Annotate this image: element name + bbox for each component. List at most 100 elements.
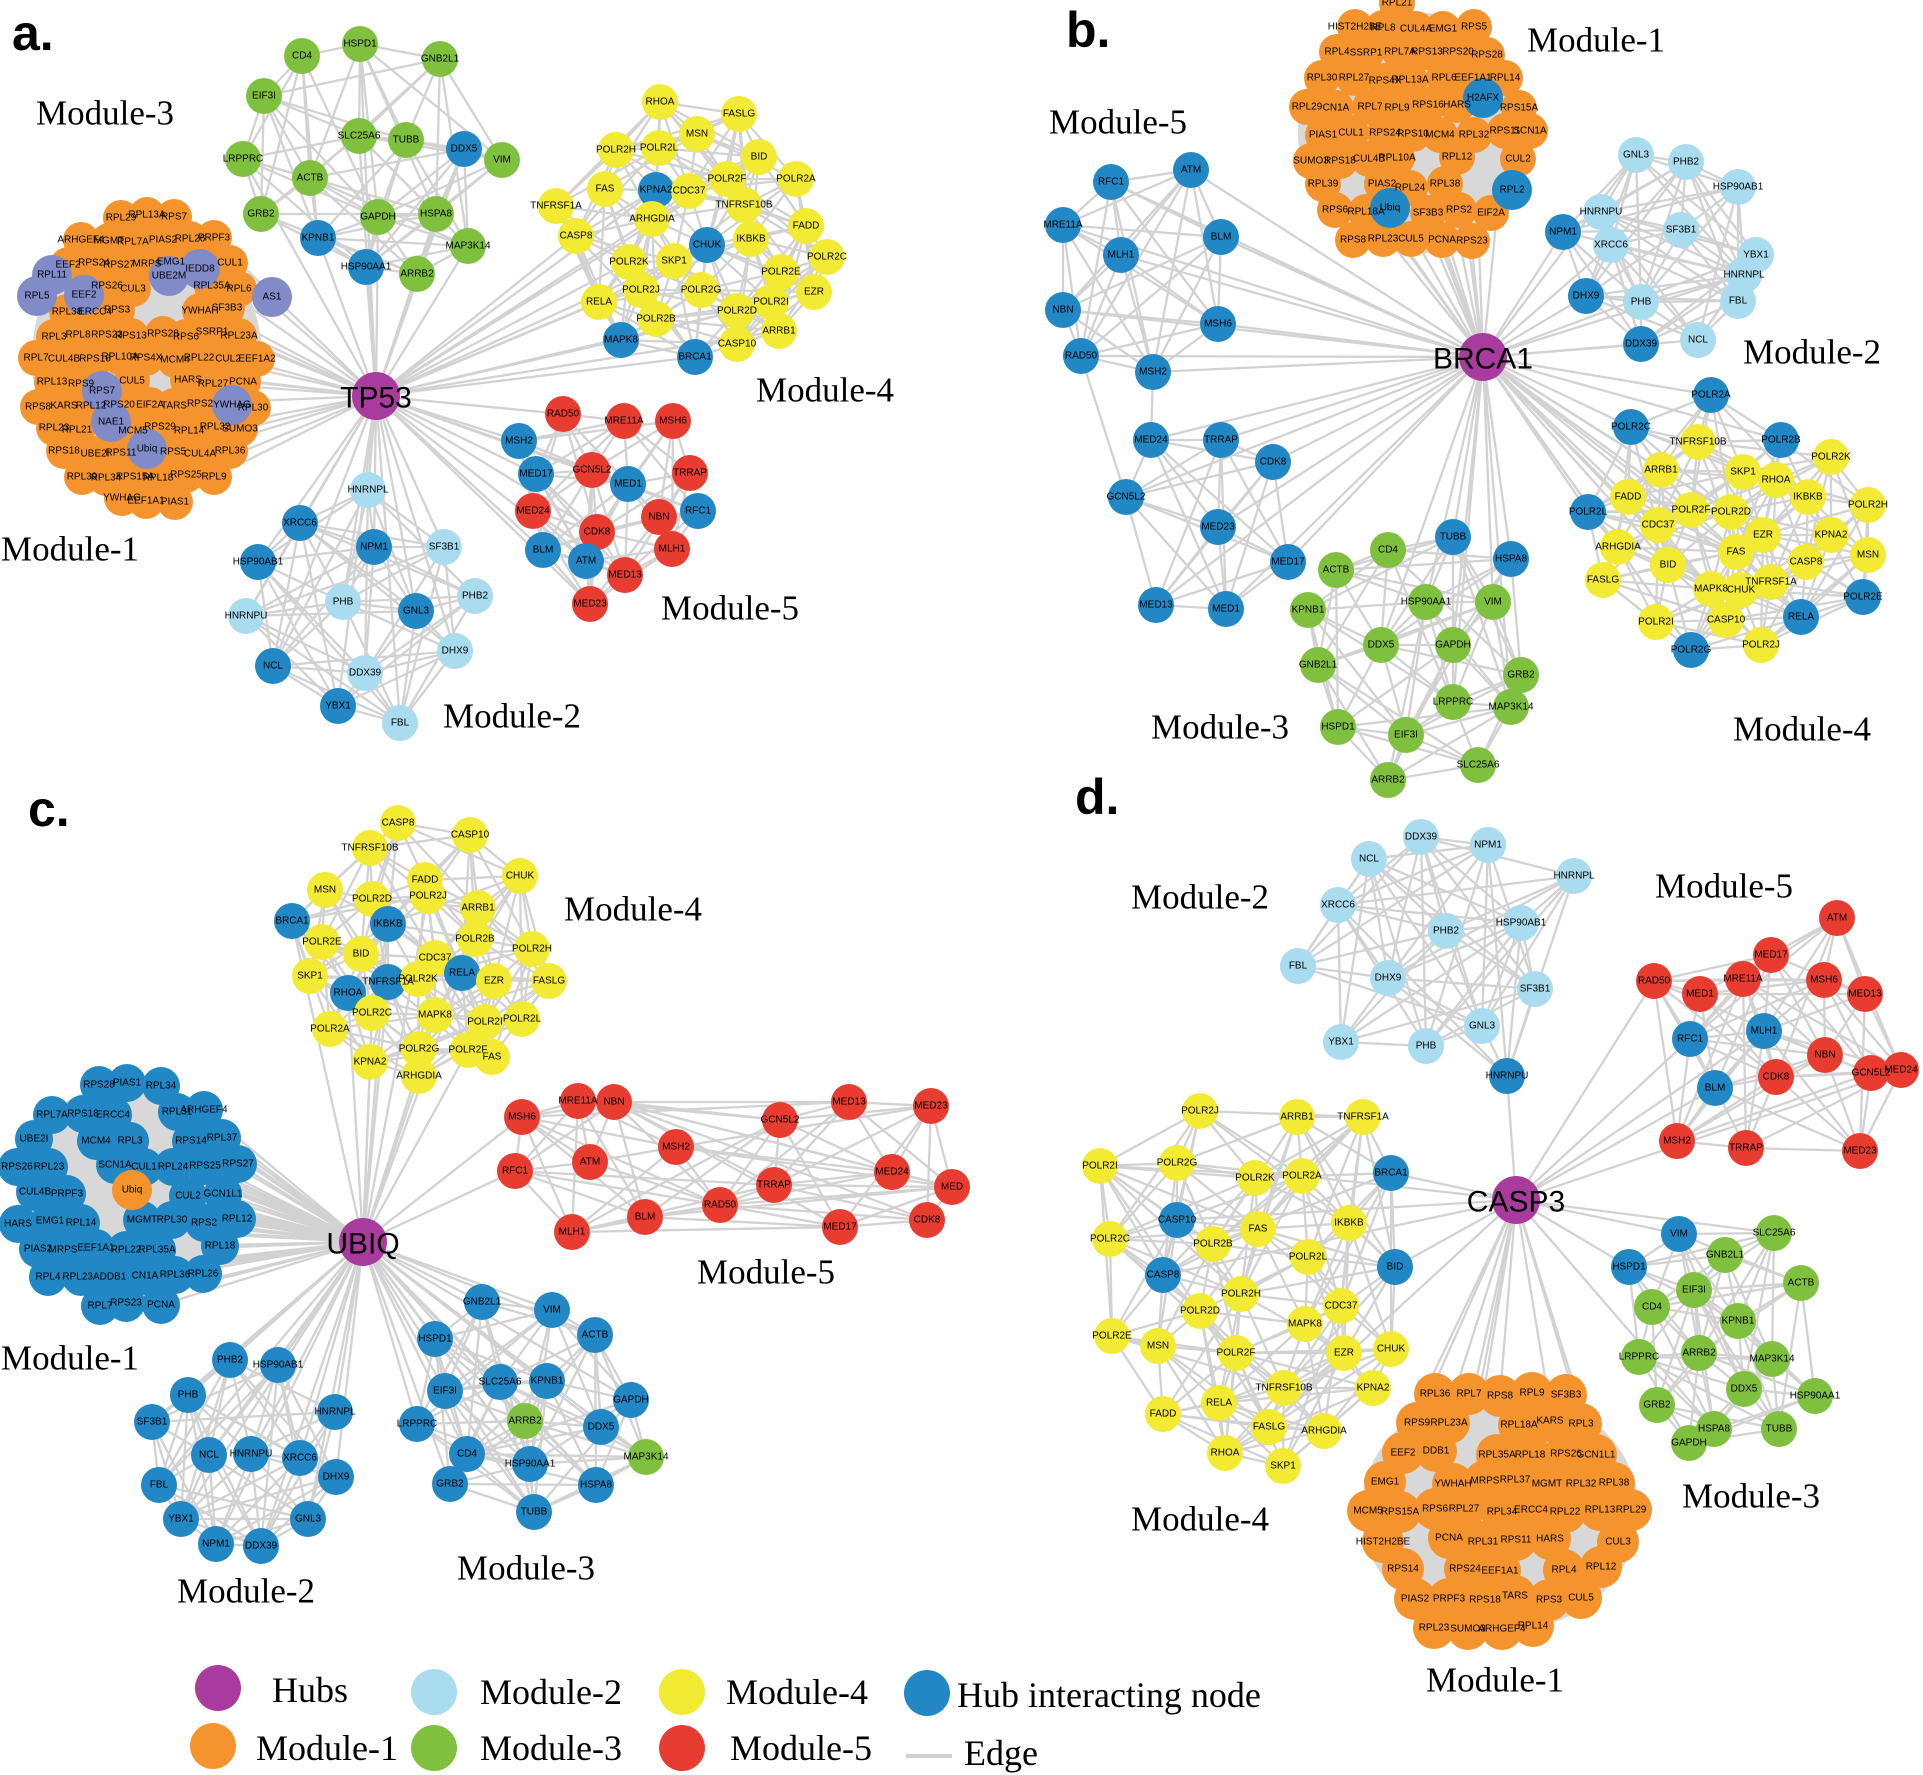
svg-text:YWHAG: YWHAG — [103, 493, 141, 504]
svg-text:Module-2: Module-2 — [1131, 878, 1269, 917]
svg-text:TNFRSF1A: TNFRSF1A — [362, 977, 414, 988]
svg-text:POLR2A: POLR2A — [776, 174, 816, 185]
svg-text:KPNA2: KPNA2 — [1357, 1383, 1390, 1394]
svg-text:BRCA1: BRCA1 — [275, 916, 309, 927]
svg-text:SKP1: SKP1 — [661, 256, 687, 267]
svg-text:RPS24: RPS24 — [78, 258, 110, 269]
svg-text:RPS5: RPS5 — [160, 447, 187, 458]
svg-text:CHUK: CHUK — [1377, 1344, 1406, 1355]
svg-text:PIAS2: PIAS2 — [149, 235, 178, 246]
svg-text:RPS15A: RPS15A — [1500, 103, 1539, 114]
svg-text:RPL23A: RPL23A — [62, 1272, 100, 1283]
svg-text:RPL21: RPL21 — [1382, 0, 1413, 9]
svg-text:ATM: ATM — [576, 556, 596, 567]
svg-text:RPL22: RPL22 — [111, 1245, 142, 1256]
svg-text:CUL1: CUL1 — [217, 258, 243, 269]
svg-text:RPS3: RPS3 — [1536, 1595, 1563, 1606]
svg-text:PRPF3: PRPF3 — [1433, 1594, 1466, 1605]
svg-text:HARS: HARS — [4, 1219, 32, 1230]
svg-text:RPL18A: RPL18A — [1500, 1420, 1538, 1431]
svg-text:NAE1: NAE1 — [98, 417, 125, 428]
svg-text:CUL4B: CUL4B — [48, 354, 81, 365]
svg-text:EEF1A1: EEF1A1 — [1454, 73, 1492, 84]
svg-text:PIAS2: PIAS2 — [1368, 179, 1397, 190]
svg-text:HSP90AB1: HSP90AB1 — [233, 557, 284, 568]
svg-text:POLR2B: POLR2B — [1761, 435, 1801, 446]
svg-text:ARRB1: ARRB1 — [1280, 1112, 1314, 1123]
svg-text:ERCC4: ERCC4 — [1514, 1505, 1548, 1516]
svg-text:Module-5: Module-5 — [1655, 867, 1793, 906]
svg-text:FASLG: FASLG — [1587, 575, 1619, 586]
svg-text:RPS4X: RPS4X — [1369, 76, 1402, 87]
svg-text:HSPD1: HSPD1 — [418, 1334, 452, 1345]
svg-text:POLR2I: POLR2I — [753, 297, 789, 308]
svg-text:YWHAH: YWHAH — [181, 306, 218, 317]
svg-text:RPS27: RPS27 — [222, 1159, 254, 1170]
svg-text:SF3B3: SF3B3 — [1413, 208, 1444, 219]
svg-text:d.: d. — [1075, 769, 1119, 825]
svg-text:ACTB: ACTB — [1788, 1278, 1815, 1289]
svg-text:RPL34: RPL34 — [91, 473, 122, 484]
svg-text:PHB: PHB — [1416, 1041, 1437, 1052]
svg-text:MCM4: MCM4 — [160, 355, 190, 366]
svg-text:SLC25A6: SLC25A6 — [338, 131, 381, 142]
svg-text:CUL5: CUL5 — [119, 376, 145, 387]
svg-text:RELA: RELA — [1788, 612, 1814, 623]
svg-text:ATM: ATM — [580, 1157, 600, 1168]
svg-text:RPL4: RPL4 — [1324, 47, 1349, 58]
svg-text:CUL2: CUL2 — [215, 354, 241, 365]
svg-text:RPS23: RPS23 — [1456, 236, 1488, 247]
svg-text:DDX5: DDX5 — [588, 1422, 615, 1433]
svg-text:EZR: EZR — [484, 976, 504, 987]
svg-text:KARS: KARS — [1536, 1416, 1564, 1427]
svg-text:RPS20: RPS20 — [1442, 47, 1474, 58]
svg-text:HNRNPL: HNRNPL — [314, 1407, 356, 1418]
svg-text:RHOA: RHOA — [646, 97, 675, 108]
svg-text:FASLG: FASLG — [533, 976, 565, 987]
svg-text:POLR2L: POLR2L — [1569, 507, 1608, 518]
svg-text:POLR2L: POLR2L — [503, 1014, 542, 1025]
svg-text:RPS2: RPS2 — [191, 1218, 218, 1229]
svg-text:MED1: MED1 — [1686, 989, 1714, 1000]
svg-text:RPL2: RPL2 — [1499, 185, 1524, 196]
svg-text:UBIQ: UBIQ — [326, 1228, 399, 1261]
svg-text:RHOA: RHOA — [334, 988, 363, 999]
svg-text:RPS6: RPS6 — [1322, 205, 1349, 216]
svg-text:Module-2: Module-2 — [443, 697, 581, 736]
svg-text:NBN: NBN — [648, 512, 669, 523]
svg-text:SCN1A: SCN1A — [98, 1160, 132, 1171]
svg-text:NCL: NCL — [1688, 335, 1708, 346]
svg-text:RPS26: RPS26 — [1, 1162, 33, 1173]
svg-text:CD4: CD4 — [457, 1449, 477, 1460]
svg-text:MED23: MED23 — [914, 1101, 948, 1112]
svg-text:MED17: MED17 — [823, 1222, 857, 1233]
svg-text:Module-3: Module-3 — [480, 1728, 622, 1768]
svg-text:NPM1: NPM1 — [360, 542, 388, 553]
svg-text:Module-4: Module-4 — [564, 890, 702, 929]
svg-text:EZR: EZR — [804, 287, 824, 298]
svg-text:DHX9: DHX9 — [442, 646, 469, 657]
svg-text:EMG1: EMG1 — [157, 257, 186, 268]
svg-text:ARRB1: ARRB1 — [762, 326, 796, 337]
svg-text:MLH1: MLH1 — [1108, 250, 1135, 261]
svg-text:DDX39: DDX39 — [349, 668, 382, 679]
svg-text:POLR2J: POLR2J — [409, 891, 447, 902]
svg-text:RPL36: RPL36 — [160, 1270, 191, 1281]
svg-text:MGMT: MGMT — [127, 1215, 158, 1226]
svg-text:POLR2E: POLR2E — [1092, 1331, 1132, 1342]
svg-text:POLR2K: POLR2K — [398, 974, 438, 985]
svg-text:EIF2A: EIF2A — [1477, 208, 1505, 219]
svg-text:POLR2I: POLR2I — [1638, 617, 1674, 628]
svg-text:POLR2A: POLR2A — [1282, 1171, 1322, 1182]
svg-text:RPS2: RPS2 — [187, 399, 214, 410]
svg-text:CUL3: CUL3 — [120, 284, 146, 295]
svg-text:CHUK: CHUK — [506, 871, 535, 882]
svg-text:Hubs: Hubs — [272, 1670, 348, 1710]
svg-text:CN1A: CN1A — [132, 1271, 159, 1282]
svg-text:RPS16: RPS16 — [1412, 100, 1444, 111]
svg-text:PHB: PHB — [1631, 297, 1652, 308]
svg-text:POLR2I: POLR2I — [467, 1017, 503, 1028]
svg-text:TRRAP: TRRAP — [1729, 1143, 1763, 1154]
svg-text:UBE2I: UBE2I — [20, 1134, 49, 1145]
svg-text:POLR2D: POLR2D — [717, 306, 757, 317]
